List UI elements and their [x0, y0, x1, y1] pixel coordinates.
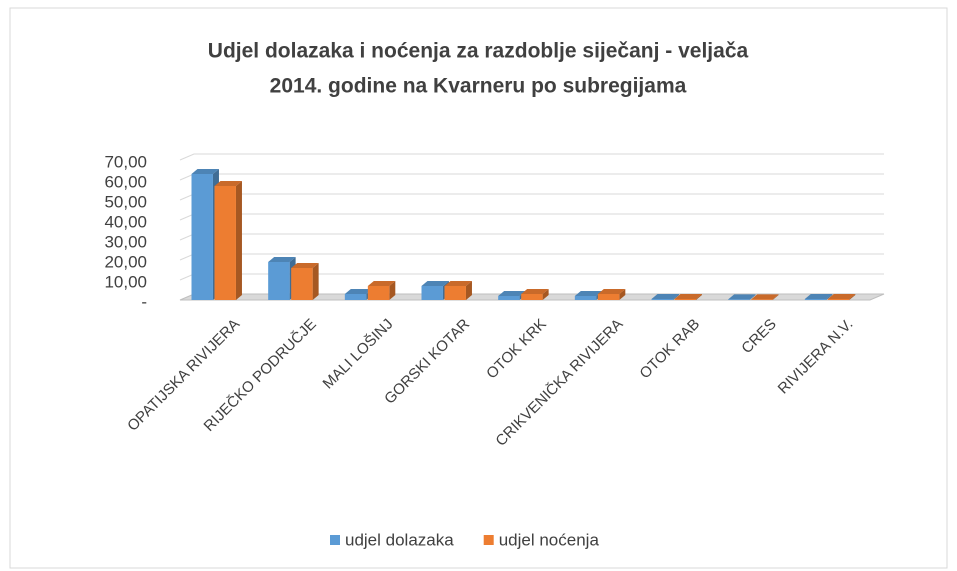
bar-top: [521, 289, 549, 294]
bar-front: [574, 296, 597, 300]
bar-top: [344, 289, 373, 294]
bar-side: [389, 281, 396, 300]
y-tick-label: 10,00: [104, 272, 147, 291]
y-tick-label: 30,00: [104, 232, 147, 251]
y-tick-label: 40,00: [104, 212, 147, 231]
bar: [367, 281, 396, 300]
y-tick-label: 20,00: [104, 252, 147, 271]
bar-front: [344, 294, 367, 300]
bar-top: [498, 291, 526, 296]
bar-front: [728, 299, 750, 300]
bar-side: [826, 294, 833, 300]
bar-front: [804, 299, 827, 300]
legend-swatch: [483, 535, 494, 545]
bar-front: [444, 286, 466, 300]
bar-top: [597, 289, 626, 294]
bar: [521, 289, 549, 300]
bar-top: [444, 281, 472, 286]
bar: [728, 294, 756, 300]
bar: [804, 294, 833, 300]
bar-top: [574, 291, 603, 296]
bar-side: [672, 294, 679, 300]
bar-top: [291, 263, 319, 268]
bar-top: [214, 181, 242, 186]
bar-side: [695, 294, 702, 300]
bar-top: [421, 281, 449, 286]
bar: [597, 289, 626, 300]
bar: [751, 294, 779, 300]
chart-frame: [9, 7, 948, 569]
bar-front: [268, 262, 290, 300]
bar-front: [651, 299, 673, 300]
bar-top: [751, 294, 779, 300]
bar: [827, 294, 856, 300]
legend-swatch: [330, 535, 340, 545]
bar-front: [827, 299, 850, 300]
bar-top: [674, 294, 702, 299]
y-tick-label: 70,00: [104, 152, 147, 171]
bar-front: [367, 286, 390, 300]
legend-label: udjel noćenja: [499, 530, 600, 549]
bar-front: [674, 299, 696, 300]
y-tick-label: 50,00: [104, 192, 147, 211]
bar-top: [268, 257, 296, 262]
bar-front: [498, 296, 520, 300]
bar-front: [521, 294, 543, 300]
bar-side: [772, 294, 779, 300]
bar: [421, 281, 449, 300]
bar-front: [191, 174, 213, 300]
bar-side: [312, 263, 319, 300]
bar-front: [597, 294, 620, 300]
bar-front: [751, 299, 773, 300]
bar-top: [827, 294, 856, 299]
bar-side: [465, 281, 472, 300]
bar-side: [619, 289, 626, 300]
y-tick-label: -: [141, 292, 147, 311]
bar-side: [542, 289, 549, 300]
bar-top: [651, 294, 679, 299]
bar-side: [235, 181, 242, 300]
bar-front: [421, 286, 443, 300]
bar: [214, 181, 242, 300]
bar: [291, 263, 319, 300]
bar: [674, 294, 702, 300]
bar-top: [191, 169, 219, 174]
y-tick-label: 60,00: [104, 172, 147, 191]
chart-title: 2014. godine na Kvarneru po subregijama: [270, 75, 687, 98]
chart-title: Udjel dolazaka i noćenja za razdoblje si…: [208, 40, 749, 63]
bar-side: [749, 294, 756, 300]
bar-front: [214, 186, 236, 300]
bar: [444, 281, 472, 300]
bar-top: [728, 294, 756, 300]
bar-top: [804, 294, 833, 299]
bar-front: [291, 268, 313, 300]
bar-top: [367, 281, 396, 286]
legend-label: udjel dolazaka: [345, 530, 454, 549]
bar-side: [849, 294, 856, 300]
bar: [651, 294, 679, 300]
grid-line: [179, 153, 884, 161]
